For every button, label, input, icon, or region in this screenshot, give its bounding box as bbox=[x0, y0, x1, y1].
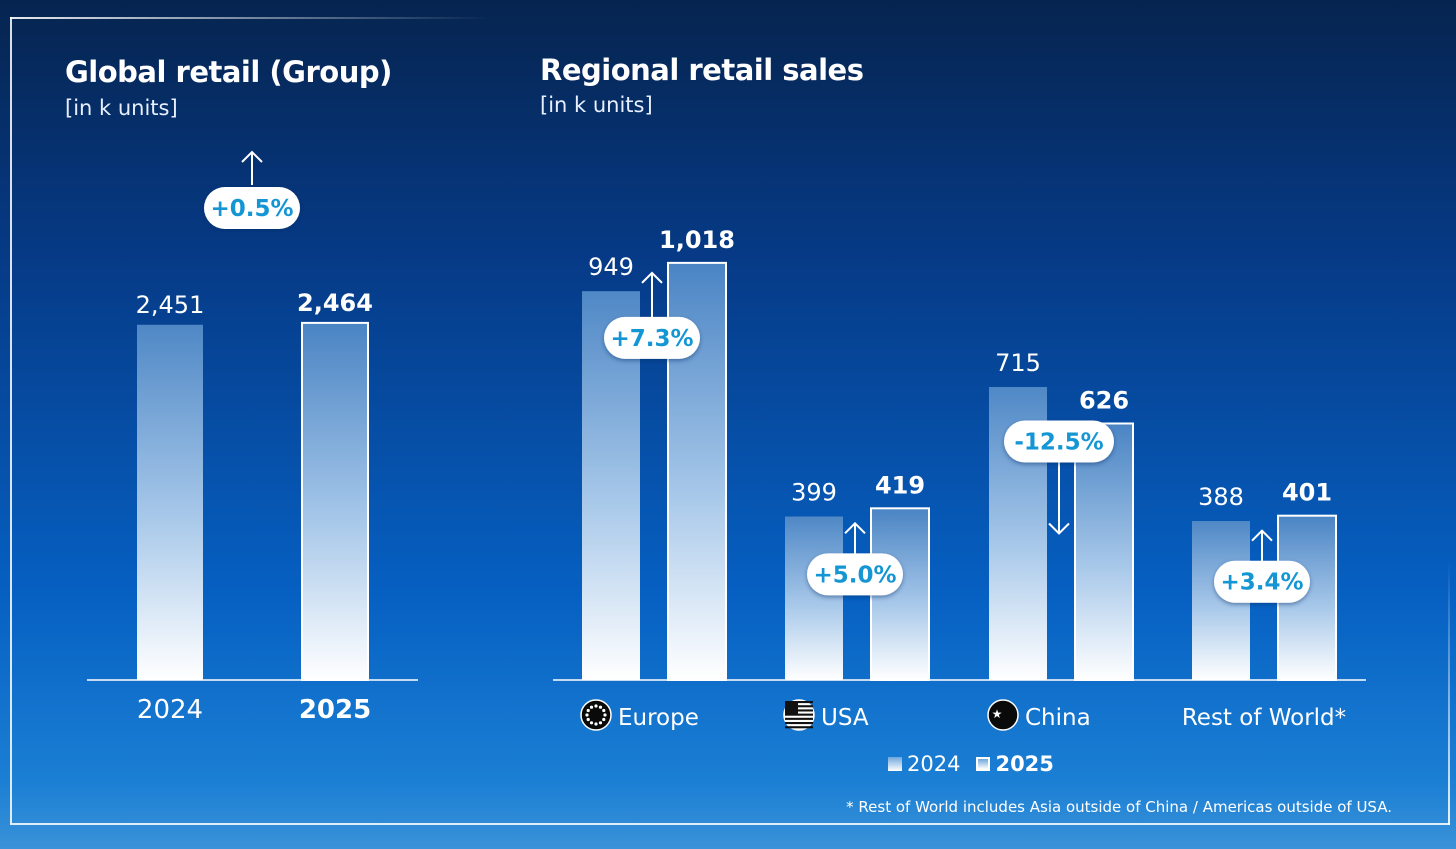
regional-chart-subtitle: [in k units] bbox=[540, 93, 653, 117]
regional-change-pill-china: -12.5% bbox=[1004, 420, 1114, 463]
us-flag-icon bbox=[783, 699, 815, 731]
eu-flag-icon-star bbox=[603, 713, 607, 717]
us-flag-icon-stripe bbox=[785, 722, 813, 725]
regional-value-2024-europe: 949 bbox=[588, 253, 634, 281]
global-bar-2024 bbox=[137, 324, 203, 680]
regional-value-2024-rest-of-world: 388 bbox=[1198, 483, 1244, 511]
footnote: * Rest of World includes Asia outside of… bbox=[846, 798, 1392, 816]
eu-flag-icon-star bbox=[585, 713, 589, 717]
regional-value-2024-usa: 399 bbox=[791, 479, 837, 507]
global-change-arrow bbox=[241, 150, 263, 185]
eu-flag-icon-star bbox=[602, 708, 606, 713]
category-label-china: China bbox=[1025, 705, 1091, 731]
eu-flag-icon bbox=[580, 699, 612, 731]
eu-flag-icon-star bbox=[602, 717, 606, 722]
regional-change-arrow-europe-head bbox=[641, 271, 663, 284]
us-flag-icon-stripe bbox=[785, 726, 813, 729]
eu-flag-icon-star bbox=[589, 721, 594, 725]
global-tick-2025: 2025 bbox=[299, 695, 371, 725]
china-flag-icon-disc bbox=[987, 699, 1019, 731]
category-label-europe: Europe bbox=[618, 705, 699, 731]
global-bar-2025 bbox=[301, 321, 369, 681]
frame-top-fade bbox=[10, 17, 490, 19]
us-flag-icon-canton bbox=[785, 701, 798, 714]
eu-flag-icon-star bbox=[586, 717, 590, 722]
regional-bar-2024-usa bbox=[785, 516, 843, 680]
regional-change-pill-rest-of-world-label: +3.4% bbox=[1220, 570, 1303, 596]
eu-flag-icon-star bbox=[589, 705, 594, 709]
china-flag-icon: ★ bbox=[987, 699, 1019, 731]
eu-flag-icon-disc bbox=[580, 699, 612, 731]
regional-change-pill-rest-of-world: +3.4% bbox=[1214, 560, 1310, 603]
eu-flag-icon-star bbox=[594, 704, 598, 708]
us-flag-icon-stripe bbox=[785, 713, 813, 716]
regional-change-pill-europe-label: +7.3% bbox=[610, 326, 693, 352]
regional-change-pill-usa-label: +5.0% bbox=[813, 562, 896, 588]
regional-change-pill-china-bg bbox=[1004, 420, 1114, 463]
legend-swatch-2025 bbox=[976, 757, 991, 771]
global-change-pill: +0.5% bbox=[204, 187, 300, 229]
global-value-2024: 2,451 bbox=[136, 291, 205, 319]
legend: 2024 2025 bbox=[888, 752, 1054, 776]
regional-change-pill-usa: +5.0% bbox=[807, 553, 903, 596]
global-change-pill-bg bbox=[204, 187, 300, 229]
global-value-2025: 2,464 bbox=[297, 289, 373, 317]
regional-value-2025-rest-of-world: 401 bbox=[1282, 479, 1332, 507]
eu-flag-icon-star bbox=[598, 705, 603, 709]
eu-flag-icon-star bbox=[594, 722, 598, 726]
category-label-rest-of-world: Rest of World* bbox=[1182, 705, 1346, 731]
global-chart-title: Global retail (Group) bbox=[65, 55, 392, 89]
legend-label-2025: 2025 bbox=[995, 752, 1054, 776]
us-flag-icon-stripe bbox=[785, 717, 813, 720]
global-change-pill-label: +0.5% bbox=[210, 196, 293, 222]
global-chart-subtitle: [in k units] bbox=[65, 96, 178, 120]
global-change-arrow-head bbox=[241, 150, 263, 163]
us-flag-icon-stripe bbox=[785, 705, 813, 708]
legend-label-2024: 2024 bbox=[907, 752, 961, 776]
frame-right-fade bbox=[1448, 560, 1450, 825]
regional-change-pill-europe: +7.3% bbox=[604, 316, 700, 359]
regional-value-2025-europe: 1,018 bbox=[659, 226, 735, 254]
regional-change-pill-europe-bg bbox=[604, 316, 700, 359]
china-flag-icon-star: ★ bbox=[992, 707, 1003, 721]
regional-value-2024-china: 715 bbox=[995, 349, 1041, 377]
eu-flag-icon-star bbox=[586, 708, 590, 713]
us-flag-icon-stripe bbox=[785, 701, 813, 704]
regional-value-2025-usa: 419 bbox=[875, 471, 925, 499]
regional-change-pill-china-label: -12.5% bbox=[1014, 429, 1103, 455]
regional-change-arrow-rest-of-world-head bbox=[1251, 529, 1273, 542]
regional-change-pill-rest-of-world-bg bbox=[1214, 560, 1310, 603]
global-tick-2024: 2024 bbox=[137, 695, 203, 725]
eu-flag-icon-star bbox=[598, 721, 603, 725]
regional-chart-title: Regional retail sales bbox=[540, 53, 864, 87]
chart-frame bbox=[10, 17, 1450, 825]
us-flag-icon-stripe bbox=[785, 709, 813, 712]
regional-change-pill-usa-bg bbox=[807, 553, 903, 596]
legend-swatch-2024 bbox=[888, 757, 902, 771]
regional-change-arrow-usa-head bbox=[844, 521, 866, 535]
regional-value-2025-china: 626 bbox=[1079, 386, 1129, 414]
regional-bar-2025-china bbox=[1074, 422, 1134, 681]
category-label-usa: USA bbox=[821, 705, 869, 731]
regional-change-arrow-china-head bbox=[1048, 522, 1070, 535]
